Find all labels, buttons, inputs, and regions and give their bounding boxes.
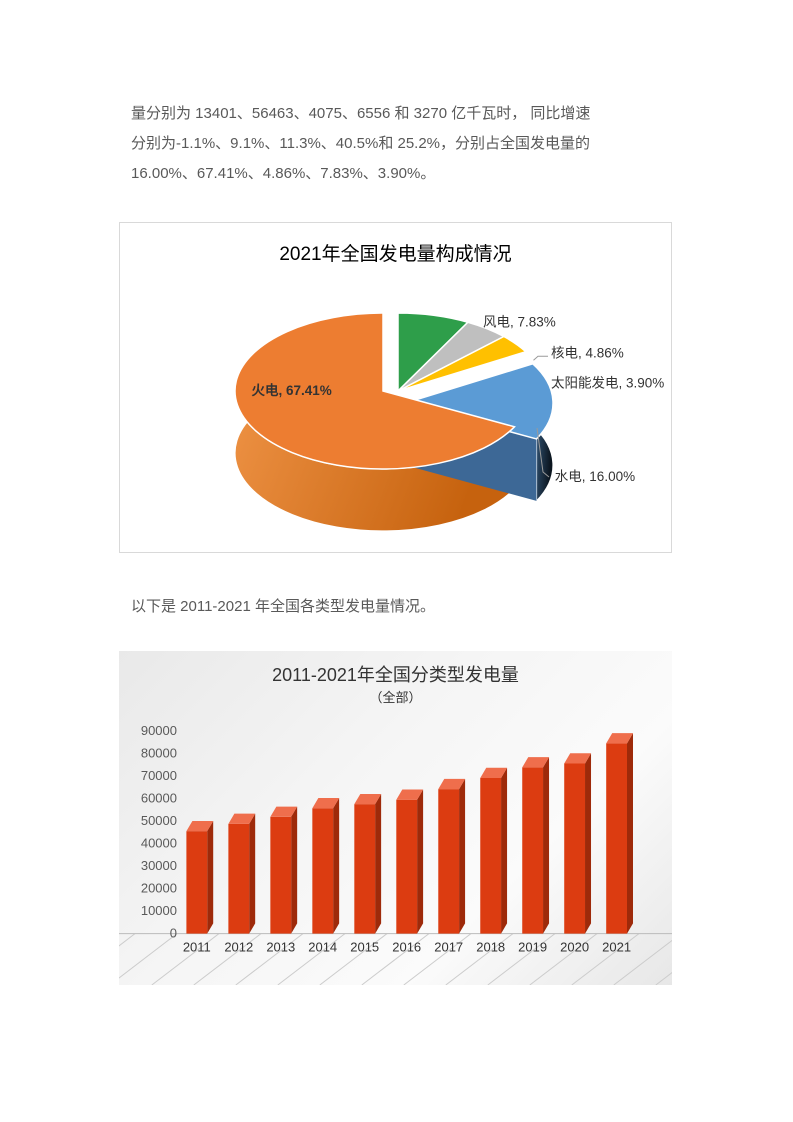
svg-text:2013: 2013 [266,940,295,955]
svg-text:90000: 90000 [141,723,177,738]
svg-text:水电, 16.00%: 水电, 16.00% [555,469,635,484]
svg-text:0: 0 [170,926,177,941]
svg-text:2011: 2011 [183,940,211,955]
svg-text:核电, 4.86%: 核电, 4.86% [551,346,624,361]
svg-text:80000: 80000 [141,746,177,761]
svg-text:30000: 30000 [141,858,177,873]
svg-text:2018: 2018 [476,940,505,955]
svg-text:2019: 2019 [518,940,547,955]
svg-text:2014: 2014 [308,940,337,955]
svg-text:10000: 10000 [141,903,177,918]
svg-text:50000: 50000 [141,813,177,828]
svg-text:2016: 2016 [392,940,421,955]
svg-text:2012: 2012 [224,940,253,955]
svg-text:火电, 67.41%: 火电, 67.41% [252,382,332,398]
svg-text:70000: 70000 [141,768,177,783]
svg-text:2015: 2015 [350,940,379,955]
svg-text:2020: 2020 [560,940,589,955]
svg-text:风电, 7.83%: 风电, 7.83% [483,314,556,329]
svg-text:20000: 20000 [141,881,177,896]
svg-text:40000: 40000 [141,836,177,851]
svg-text:太阳能发电, 3.90%: 太阳能发电, 3.90% [551,376,664,391]
svg-text:60000: 60000 [141,791,177,806]
svg-text:2017: 2017 [434,940,463,955]
svg-text:2021: 2021 [602,940,631,955]
